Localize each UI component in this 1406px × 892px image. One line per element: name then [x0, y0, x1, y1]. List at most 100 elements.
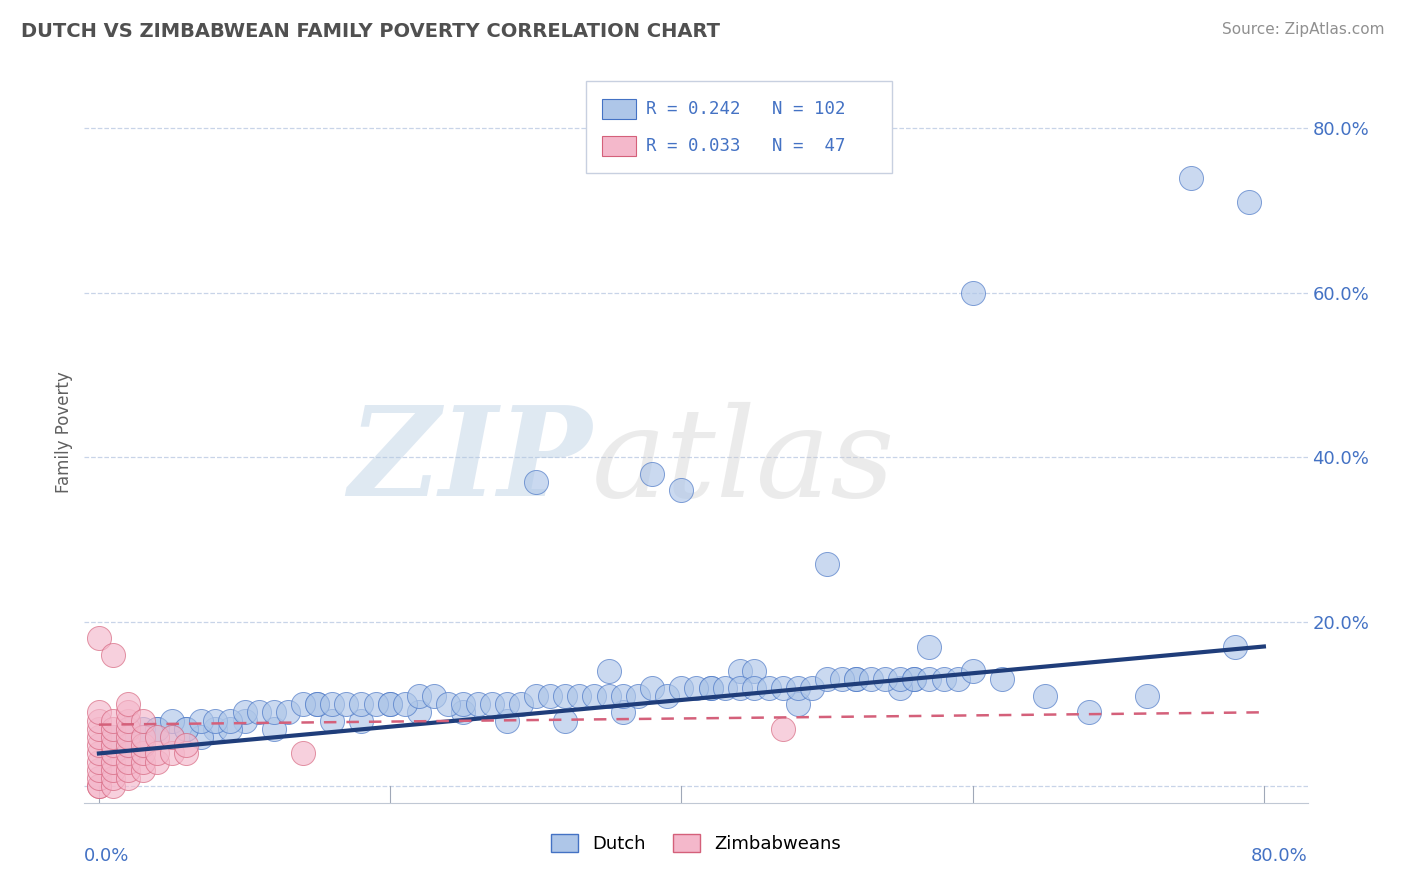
Point — [408, 689, 430, 703]
Point — [380, 697, 402, 711]
Point — [190, 730, 212, 744]
Point — [932, 673, 955, 687]
Point — [291, 747, 314, 761]
Point — [87, 632, 110, 646]
Point — [87, 755, 110, 769]
Point — [685, 681, 707, 695]
Point — [103, 755, 125, 769]
Point — [758, 681, 780, 695]
Point — [117, 722, 139, 736]
Point — [451, 697, 474, 711]
Point — [247, 706, 270, 720]
Text: R = 0.242   N = 102: R = 0.242 N = 102 — [645, 100, 845, 118]
Point — [131, 730, 153, 744]
Point — [103, 771, 125, 785]
Point — [801, 681, 824, 695]
Point — [103, 648, 125, 662]
Point — [233, 714, 256, 728]
Point — [87, 730, 110, 744]
Text: DUTCH VS ZIMBABWEAN FAMILY POVERTY CORRELATION CHART: DUTCH VS ZIMBABWEAN FAMILY POVERTY CORRE… — [21, 22, 720, 41]
Point — [174, 722, 197, 736]
Point — [875, 673, 897, 687]
Point — [307, 697, 329, 711]
Point — [538, 689, 561, 703]
Point — [772, 722, 794, 736]
Point — [160, 730, 183, 744]
Text: 80.0%: 80.0% — [1251, 847, 1308, 865]
Point — [364, 697, 387, 711]
Point — [103, 763, 125, 777]
Point — [321, 697, 343, 711]
Point — [380, 697, 402, 711]
Point — [219, 714, 242, 728]
Point — [103, 714, 125, 728]
Point — [728, 664, 751, 678]
Point — [815, 673, 838, 687]
Point — [131, 722, 153, 736]
Point — [117, 738, 139, 752]
Point — [495, 697, 517, 711]
Point — [903, 673, 925, 687]
Point — [233, 706, 256, 720]
Point — [146, 747, 169, 761]
Point — [87, 747, 110, 761]
Point — [1180, 170, 1202, 185]
Point — [103, 722, 125, 736]
Point — [291, 697, 314, 711]
Point — [962, 664, 984, 678]
Point — [146, 722, 169, 736]
Point — [714, 681, 737, 695]
Point — [845, 673, 868, 687]
Text: Source: ZipAtlas.com: Source: ZipAtlas.com — [1222, 22, 1385, 37]
Point — [510, 697, 533, 711]
Text: atlas: atlas — [592, 401, 896, 523]
Point — [1239, 195, 1261, 210]
Point — [117, 738, 139, 752]
Point — [350, 714, 373, 728]
Y-axis label: Family Poverty: Family Poverty — [55, 372, 73, 493]
Point — [204, 714, 226, 728]
Text: ZIP: ZIP — [349, 401, 592, 523]
Point — [612, 689, 634, 703]
Point — [131, 714, 153, 728]
Point — [903, 673, 925, 687]
Point — [131, 738, 153, 752]
Point — [117, 755, 139, 769]
Point — [131, 738, 153, 752]
Point — [117, 763, 139, 777]
Point — [1223, 640, 1246, 654]
Point — [598, 664, 620, 678]
Point — [787, 697, 810, 711]
Point — [423, 689, 446, 703]
Point — [554, 714, 576, 728]
Point — [918, 673, 941, 687]
Point — [131, 755, 153, 769]
Point — [87, 706, 110, 720]
Point — [117, 722, 139, 736]
Point — [408, 706, 430, 720]
Point — [103, 738, 125, 752]
Point — [117, 697, 139, 711]
Point — [350, 697, 373, 711]
Point — [131, 730, 153, 744]
Point — [859, 673, 882, 687]
Point — [103, 747, 125, 761]
Point — [524, 475, 547, 489]
Point — [699, 681, 721, 695]
Point — [117, 730, 139, 744]
Point — [103, 730, 125, 744]
Point — [160, 714, 183, 728]
Point — [87, 714, 110, 728]
Point — [174, 747, 197, 761]
Point — [831, 673, 853, 687]
Point — [671, 483, 693, 498]
Point — [117, 714, 139, 728]
Point — [146, 755, 169, 769]
Point — [815, 558, 838, 572]
Point — [437, 697, 460, 711]
Point — [772, 681, 794, 695]
Point — [787, 681, 810, 695]
Point — [146, 730, 169, 744]
Point — [554, 689, 576, 703]
Point — [728, 681, 751, 695]
